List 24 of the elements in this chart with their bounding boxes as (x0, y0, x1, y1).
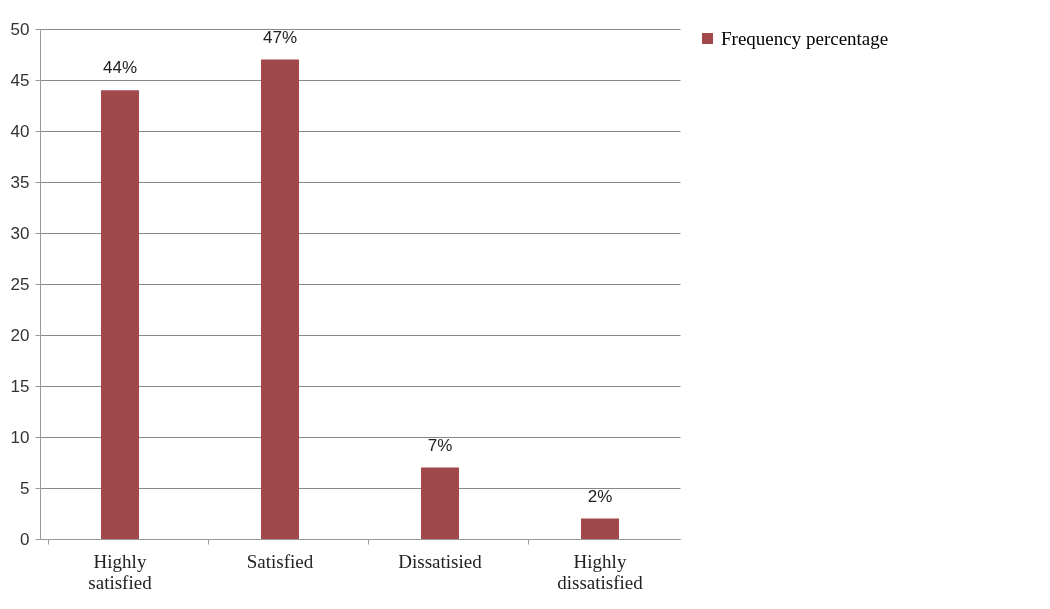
y-tick-label: 40 (10, 121, 30, 141)
y-tick-label: 0 (20, 529, 30, 549)
y-tick-label: 10 (10, 427, 30, 447)
data-label: 2% (587, 486, 613, 506)
bar (101, 90, 139, 539)
y-tick-label: 20 (10, 325, 30, 345)
x-tick-label: Highly satisfied (88, 550, 153, 593)
y-tick-label: 30 (10, 223, 30, 243)
legend-label: Frequency percentage (721, 27, 889, 49)
y-tick-label: 50 (10, 19, 30, 39)
y-tick-label: 25 (10, 274, 30, 294)
x-tick-label: Highly dissatisfied (557, 550, 644, 593)
bar (421, 467, 459, 539)
data-label: 47% (262, 27, 298, 47)
y-tick-label: 15 (10, 376, 30, 396)
x-tick-label: Satisfied (246, 550, 314, 572)
y-tick-label: 35 (10, 172, 30, 192)
bar (581, 518, 619, 539)
data-label: 44% (102, 58, 138, 78)
data-label: 7% (427, 435, 453, 455)
bar (261, 59, 299, 539)
x-tick-label: Dissatisied (398, 550, 483, 572)
y-tick-label: 45 (10, 70, 30, 90)
y-tick-label: 5 (20, 478, 30, 498)
